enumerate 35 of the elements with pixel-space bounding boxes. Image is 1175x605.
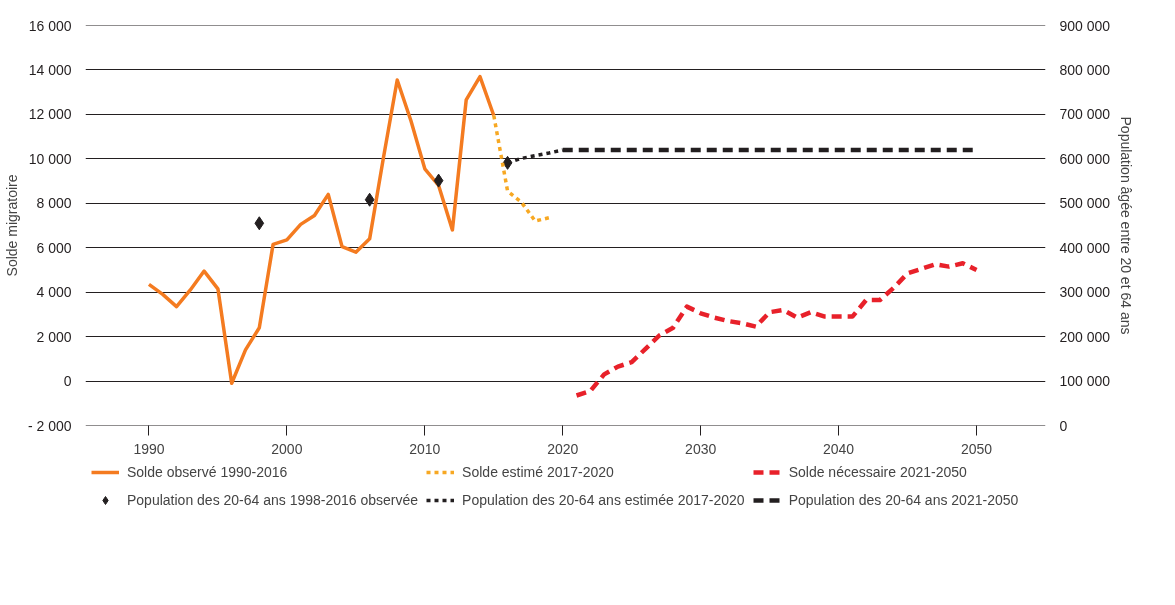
legend-label: Population des 20-64 ans 2021-2050 xyxy=(788,492,1019,508)
x-tick-label: 2040 xyxy=(823,440,855,457)
legend-label: Solde nécessaire 2021-2050 xyxy=(788,464,968,480)
y2-axis-title: Population âgée entre 20 et 64 ans xyxy=(1118,116,1135,335)
y2-tick-label: 100 000 xyxy=(1059,373,1111,390)
y2-tick-label: 700 000 xyxy=(1059,106,1111,123)
x-tick-label: 2010 xyxy=(409,440,441,457)
y2-tick-label: 300 000 xyxy=(1059,284,1111,301)
y-tick-label: 14 000 xyxy=(28,61,72,78)
y2-tick-label: 800 000 xyxy=(1059,61,1111,78)
y2-tick-label: 600 000 xyxy=(1059,150,1111,167)
y-tick-label: 12 000 xyxy=(28,106,72,123)
x-tick-label: 1990 xyxy=(133,440,165,457)
legend-label: Population des 20-64 ans estimée 2017-2020 xyxy=(462,492,745,508)
x-tick-label: 2030 xyxy=(685,440,717,457)
legend-label: Population des 20-64 ans 1998-2016 observée xyxy=(127,492,419,508)
y-tick-label: 8 000 xyxy=(36,195,72,212)
y-tick-label: 2 000 xyxy=(36,328,72,345)
y-tick-label: 0 xyxy=(63,373,72,390)
legend-label: Solde observé 1990-2016 xyxy=(127,464,289,480)
x-tick-label: 2020 xyxy=(547,440,579,457)
x-tick-label: 2050 xyxy=(960,440,993,457)
y-tick-label: 16 000 xyxy=(28,17,72,34)
y-tick-label: 10 000 xyxy=(28,150,72,167)
y-tick-label: 6 000 xyxy=(36,239,72,256)
y2-tick-label: 0 xyxy=(1059,417,1068,434)
y2-tick-label: 500 000 xyxy=(1059,195,1111,212)
y2-tick-label: 400 000 xyxy=(1059,239,1111,256)
y-tick-label: - 2 000 xyxy=(27,417,72,434)
y-tick-label: 4 000 xyxy=(36,284,72,301)
x-tick-label: 2000 xyxy=(271,440,303,457)
legend-label: Solde estimé 2017-2020 xyxy=(462,464,615,480)
y2-tick-label: 900 000 xyxy=(1059,17,1111,34)
y-axis-title: Solde migratoire xyxy=(3,174,20,277)
y2-tick-label: 200 000 xyxy=(1059,328,1111,345)
